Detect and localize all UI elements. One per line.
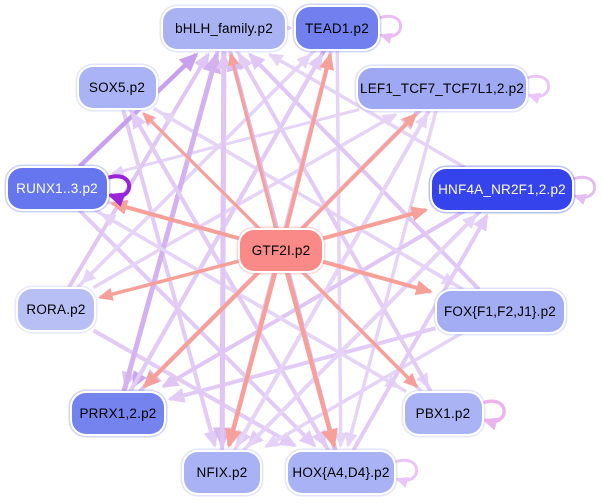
edge-gtf2i-hox — [284, 270, 338, 449]
node-label: SOX5.p2 — [88, 79, 146, 95]
edge-gtf2i-nfix — [224, 270, 278, 449]
node-label: PBX1.p2 — [415, 405, 471, 421]
node-pbx1[interactable]: PBX1.p2 — [404, 392, 482, 434]
edge-nfix-bhlh — [216, 52, 232, 451]
edge-gtf2i-hnf4a — [322, 206, 429, 241]
node-nfix[interactable]: NFIX.p2 — [184, 451, 260, 493]
self-loop-tead1 — [375, 14, 403, 44]
node-label: RORA.p2 — [26, 301, 86, 317]
self-loop-lef1 — [523, 74, 551, 104]
edge-tead1-hox — [333, 49, 348, 448]
node-hnf4a-nr2f[interactable]: HNF4A_NR2F1,2.p2 — [432, 168, 572, 210]
node-hox-a4d4[interactable]: HOX{A4,D4}.p2 — [288, 451, 394, 493]
node-label: RUNX1..3.p2 — [16, 180, 98, 196]
node-lef1-tcf7[interactable]: LEF1_TCF7_TCF7L1,2.p2 — [358, 67, 526, 109]
node-runx1-3[interactable]: RUNX1..3.p2 — [7, 167, 107, 209]
node-label: TEAD1.p2 — [305, 20, 369, 36]
node-bhlh-family[interactable]: bHLH_family.p2 — [163, 7, 285, 49]
self-loop-hox — [391, 458, 419, 488]
self-loop-runx — [103, 174, 132, 207]
edge-gtf2i-lef1 — [301, 113, 418, 230]
edge-hox-hnf4a — [351, 213, 489, 452]
node-tead1[interactable]: TEAD1.p2 — [296, 7, 378, 49]
node-label: HNF4A_NR2F1,2.p2 — [438, 181, 566, 197]
edge-hox-sox5 — [130, 111, 331, 452]
edge-prrx-tead1 — [128, 52, 324, 393]
edge-nfix-lef1 — [232, 112, 429, 452]
edge-gtf2i-bhlh — [227, 52, 277, 229]
edge-pbx1-runx — [100, 212, 407, 394]
node-label: LEF1_TCF7_TCF7L1,2.p2 — [359, 80, 525, 96]
edge-fox-prrx — [167, 326, 437, 403]
edge-gtf2i-pbx1 — [301, 270, 419, 388]
self-loop-hnf4a — [569, 175, 597, 205]
edge-lef1-runx — [110, 108, 360, 177]
node-label: HOX{A4,D4}.p2 — [292, 464, 390, 480]
edge-pbx1-bhlh — [237, 52, 433, 393]
edge-rora-hox — [92, 328, 297, 448]
self-loop-pbx1 — [478, 399, 506, 431]
node-sox5[interactable]: SOX5.p2 — [78, 66, 156, 108]
edge-hnf4a-bhlh — [267, 52, 466, 170]
node-gtf2i-hub[interactable]: GTF2I.p2 — [240, 229, 322, 271]
node-prrx1-2[interactable]: PRRX1,2.p2 — [72, 392, 164, 434]
edge-gtf2i-rora — [97, 259, 240, 301]
edge-rora-tead1 — [76, 53, 312, 289]
node-label: GTF2I.p2 — [251, 242, 311, 258]
edge-rora-lef1 — [92, 112, 398, 290]
edge-gtf2i-tead1 — [284, 52, 335, 229]
node-label: FOX{F1,F2,J1}.p2 — [443, 303, 556, 319]
node-label: bHLH_family.p2 — [175, 20, 273, 36]
node-rora[interactable]: RORA.p2 — [18, 288, 94, 330]
node-label: PRRX1,2.p2 — [79, 405, 157, 421]
edge-gtf2i-prrx — [142, 270, 261, 389]
node-fox-f1f2j1[interactable]: FOX{F1,F2,J1}.p2 — [436, 290, 564, 332]
edge-nfix-hnf4a — [242, 214, 478, 452]
node-label: NFIX.p2 — [196, 464, 248, 480]
edge-fox-nfix — [264, 330, 464, 449]
edge-hnf4a-prrx — [161, 208, 467, 389]
edge-gtf2i-fox — [322, 259, 433, 296]
edge-fox-sox5 — [159, 111, 465, 292]
edge-gtf2i-runx — [110, 199, 240, 241]
edge-rora-bhlh — [67, 52, 210, 289]
edge-gtf2i-sox5 — [142, 112, 261, 230]
edge-prrx-bhlh — [121, 51, 222, 393]
edge-runx-bhlh — [77, 52, 199, 169]
